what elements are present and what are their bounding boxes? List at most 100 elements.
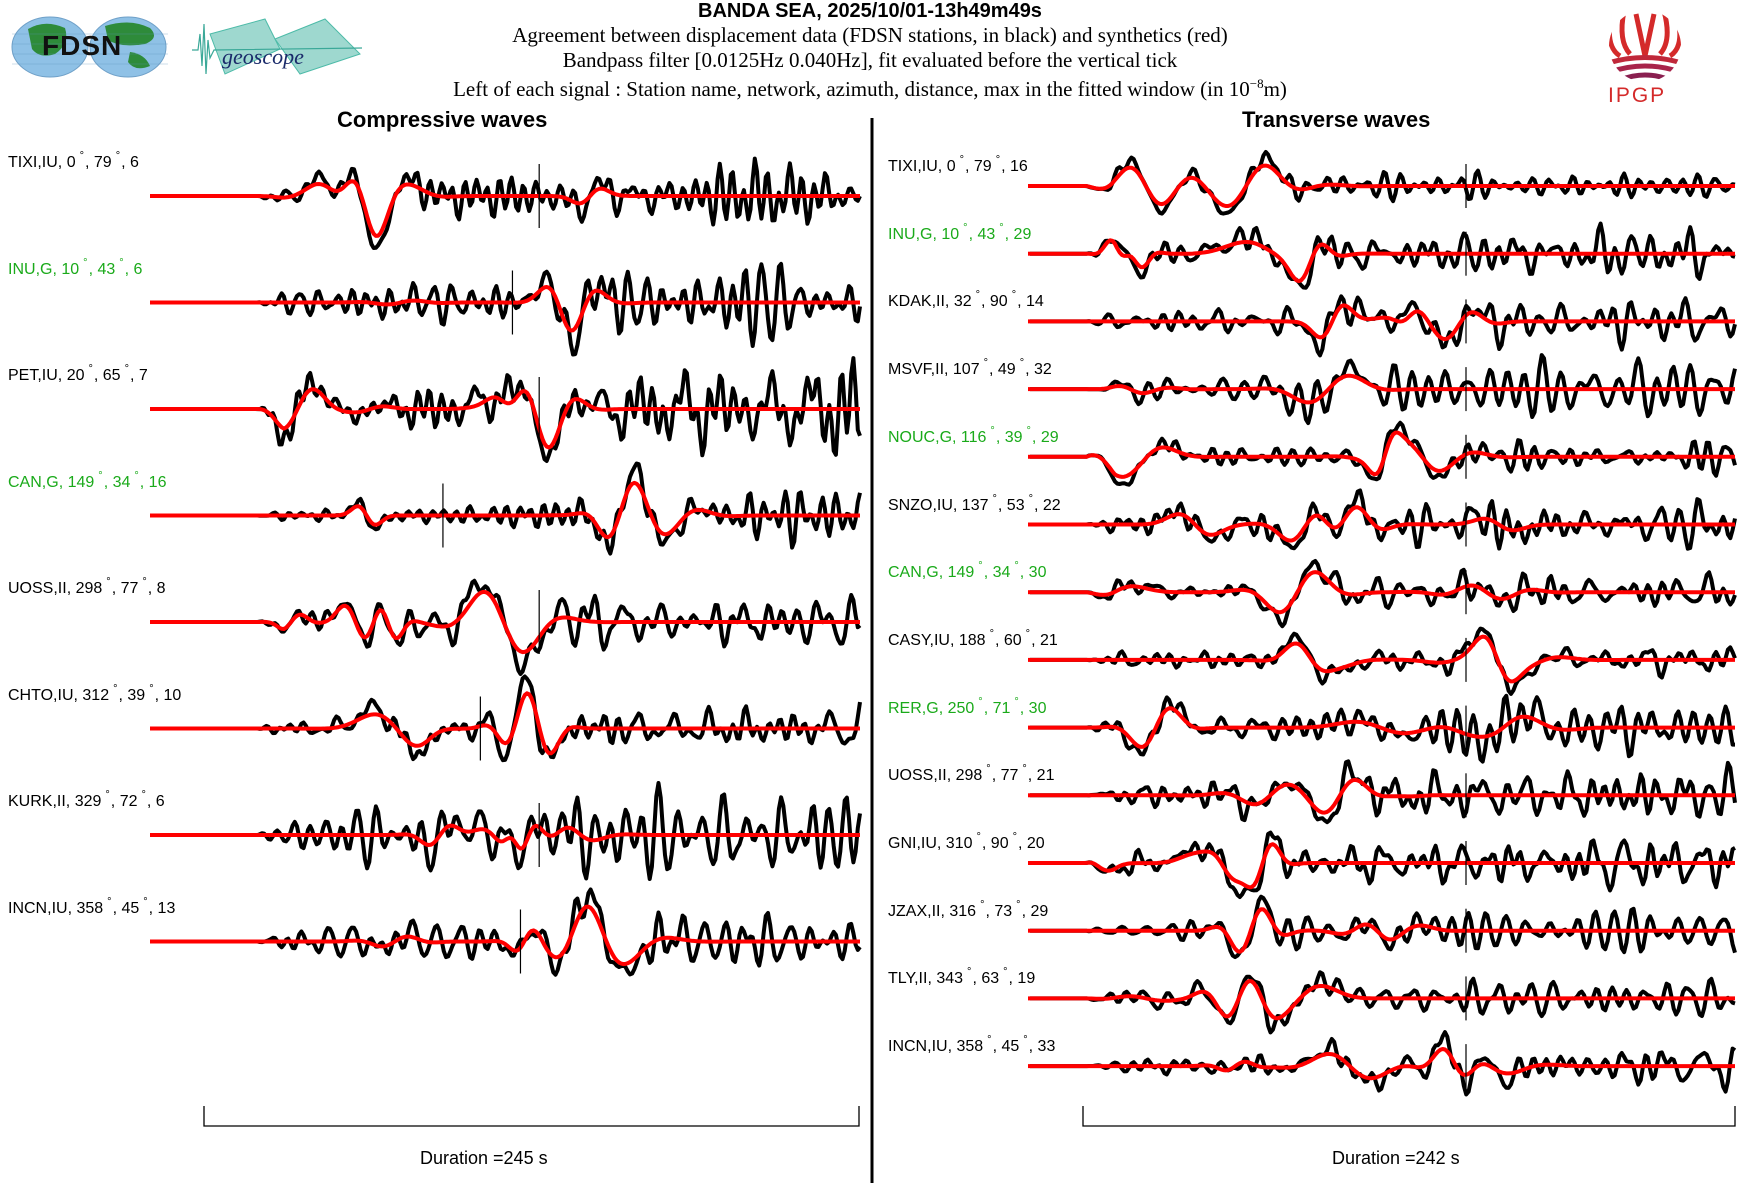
station-name: TLY (888, 970, 915, 988)
data-trace (205, 461, 862, 556)
station-name: TIXI (8, 154, 38, 171)
trace-transverse-tly (1028, 970, 1736, 1035)
station-label: CASY,IU, 188 °, 60 °, 21 (888, 627, 1058, 649)
station-max-amplitude: 30 (1028, 699, 1047, 717)
station-azimuth: 316 (949, 902, 977, 920)
degree-symbol: ° (967, 966, 972, 979)
station-label: INU,G, 10 °, 43 °, 6 (8, 256, 143, 278)
degree-symbol: ° (992, 492, 997, 505)
figure-title: BANDA SEA, 2025/10/01-13h49m49s (698, 0, 1042, 22)
synthetic-trace (205, 904, 860, 967)
station-max-amplitude: 13 (157, 899, 176, 917)
synthetic-trace (1030, 238, 1735, 284)
station-network: G (40, 260, 53, 278)
station-label: UOSS,II, 298 °, 77 °, 8 (8, 576, 166, 597)
degree-symbol: ° (1003, 966, 1008, 979)
trace-transverse-snzo (1028, 488, 1737, 551)
station-azimuth: 20 (66, 367, 85, 384)
synthetic-trace (1030, 842, 1735, 890)
trace-compressive-can (150, 461, 862, 556)
station-distance: 60 (1003, 631, 1022, 649)
station-network: II (918, 970, 928, 988)
degree-symbol: ° (975, 289, 981, 302)
station-name: CHTO (8, 686, 54, 704)
station-max-amplitude: 8 (156, 580, 166, 597)
trace-transverse-nouc (1028, 420, 1737, 487)
degree-symbol: ° (83, 256, 88, 269)
station-label: SNZO,IU, 137 °, 53 °, 22 (888, 492, 1061, 514)
station-name: RER (888, 699, 922, 717)
degree-symbol: ° (98, 469, 103, 482)
data-trace (205, 674, 862, 763)
station-name: UOSS (8, 580, 54, 597)
station-azimuth: 312 (82, 686, 110, 704)
station-azimuth: 0 (946, 158, 956, 175)
station-network: IU (41, 154, 58, 171)
station-max-amplitude: 30 (1028, 564, 1047, 582)
station-distance: 39 (127, 686, 146, 704)
station-name: CASY (888, 631, 930, 649)
station-azimuth: 329 (74, 793, 102, 810)
station-label: INU,G, 10 °, 43 °, 29 (888, 221, 1032, 243)
station-name: PET (8, 367, 38, 384)
station-max-amplitude: 16 (148, 473, 167, 491)
station-network: G (920, 225, 933, 243)
synthetic-trace (205, 179, 860, 238)
degree-symbol: ° (124, 363, 129, 375)
station-network: II (935, 361, 945, 379)
trace-transverse-jzax (1028, 894, 1737, 960)
station-azimuth: 250 (947, 699, 975, 717)
station-max-amplitude: 29 (1013, 225, 1032, 243)
duration-label-compressive: Duration =245 s (420, 1148, 548, 1168)
degree-symbol: ° (1022, 763, 1027, 776)
station-distance: 34 (992, 564, 1011, 582)
station-max-amplitude: 33 (1037, 1038, 1056, 1056)
data-trace (1030, 150, 1736, 216)
trace-transverse-casy (1028, 626, 1737, 696)
synthetic-trace (205, 823, 860, 851)
station-distance: 43 (977, 225, 996, 243)
station-network: IU (41, 367, 58, 384)
station-max-amplitude: 10 (163, 686, 182, 704)
degree-symbol: ° (1014, 560, 1019, 573)
degree-symbol: ° (134, 469, 139, 482)
station-network: IU (920, 835, 937, 852)
station-label: RER,G, 250 °, 71 °, 30 (888, 695, 1047, 717)
data-trace (205, 261, 862, 357)
degree-symbol: ° (987, 1034, 992, 1047)
degree-symbol: ° (149, 682, 154, 695)
data-trace (1030, 1030, 1737, 1097)
degree-symbol: ° (999, 221, 1004, 234)
fdsn-logo: FDSN (10, 14, 170, 78)
degree-symbol: ° (115, 150, 121, 162)
synthetic-trace (1030, 907, 1735, 954)
synthetic-trace (205, 589, 860, 655)
panel-title-transverse: Transverse waves (1242, 107, 1431, 132)
station-distance: 90 (989, 293, 1008, 311)
station-network: II (56, 793, 66, 810)
station-name: CAN (888, 564, 922, 582)
station-label: TIXI,IU, 0 °, 79 °, 16 (888, 154, 1028, 175)
station-network: IU (51, 899, 68, 917)
station-max-amplitude: 32 (1034, 361, 1052, 379)
station-distance: 72 (119, 793, 138, 810)
degree-symbol: ° (1019, 357, 1025, 370)
trace-compressive-incn (150, 887, 862, 977)
synthetic-trace (1030, 1047, 1735, 1081)
data-trace (205, 781, 862, 881)
geoscope-seismogram-icon (192, 18, 363, 75)
station-distance: 53 (1006, 496, 1025, 514)
synthetic-trace (205, 480, 860, 540)
station-name: GNI (888, 835, 917, 852)
station-network: G (926, 564, 939, 582)
synthetic-trace (1030, 570, 1735, 615)
degree-symbol: ° (986, 763, 991, 776)
station-distance: 43 (97, 260, 116, 278)
synthetic-trace (205, 285, 860, 333)
degree-symbol: ° (143, 895, 148, 908)
degree-symbol: ° (1023, 1034, 1028, 1047)
degree-symbol: ° (978, 695, 983, 708)
geoscope-logo: geoscope (190, 14, 365, 80)
station-name: JZAX (888, 902, 928, 920)
subtitle-line-2: Bandpass filter [0.0125Hz 0.040Hz], fit … (562, 48, 1178, 72)
